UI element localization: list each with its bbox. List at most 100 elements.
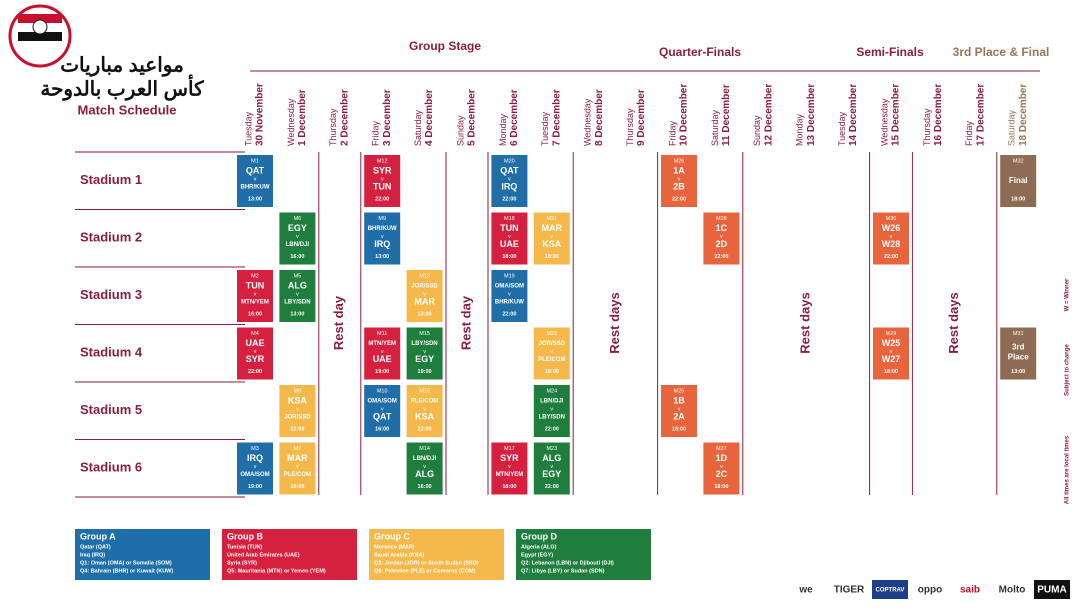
- versus: v: [678, 406, 681, 412]
- logo-stripe: [18, 32, 62, 41]
- date-label: Thursday 16 December: [922, 84, 944, 146]
- sponsor: PUMA: [1037, 585, 1066, 596]
- group-team: Algeria (ALG): [521, 544, 557, 550]
- team: EGY: [288, 223, 307, 233]
- weekday: Sunday: [752, 115, 762, 146]
- weekday: Saturday: [710, 109, 720, 146]
- team: MTN/YEM: [241, 300, 269, 306]
- match-time: 18:00: [502, 254, 516, 260]
- sponsor-box: [872, 580, 908, 599]
- weekday: Tuesday: [837, 111, 847, 146]
- match-no: M20: [504, 158, 515, 164]
- match-box: [406, 385, 443, 437]
- stadium-label: Stadium 6: [80, 460, 142, 475]
- team: ALG: [415, 469, 434, 479]
- team: W25: [882, 338, 901, 348]
- group-team: Q5: Mauritania (MTN) or Yemen (YEM): [227, 568, 326, 574]
- team: ALG: [288, 280, 307, 290]
- versus: v: [550, 464, 553, 470]
- match-box: [661, 385, 697, 437]
- logo: [8, 4, 72, 68]
- weekday: Tuesday: [540, 111, 550, 146]
- date-label: Wednesday 1 December: [286, 89, 308, 146]
- match-box: [406, 270, 443, 322]
- match-time: 18:00: [1011, 196, 1025, 202]
- title: كأس العرب بالدوحة: [40, 74, 204, 101]
- group-team: Q7: Libya (LBY) or Sudan (SDN): [521, 568, 605, 574]
- team: W27: [882, 354, 901, 364]
- date-label: Monday 6 December: [498, 89, 520, 146]
- team: LBY/SDN: [411, 341, 437, 347]
- group-name: Group B: [227, 531, 263, 541]
- match-time: 13:00: [375, 254, 389, 260]
- match-no: M23: [546, 446, 557, 452]
- team: LBY/SDN: [539, 415, 565, 421]
- versus: v: [296, 464, 299, 470]
- match-time: 13:00: [290, 311, 304, 317]
- weekday: Tuesday: [243, 111, 253, 146]
- note: W = Winner: [1065, 278, 1071, 311]
- versus: v: [508, 291, 511, 297]
- date-label: Friday 3 December: [371, 89, 393, 146]
- versus: v: [296, 234, 299, 240]
- team: W28: [882, 239, 901, 249]
- stadium-label: Stadium 3: [80, 287, 142, 302]
- match-box: [237, 155, 273, 207]
- group-name: Group C: [374, 531, 410, 541]
- match-time: 19:00: [375, 369, 389, 375]
- match-time: 18:00: [502, 484, 516, 490]
- match-box: [364, 385, 401, 437]
- match-no: M15: [419, 331, 430, 337]
- logo-stripe: [18, 14, 62, 23]
- versus: v: [381, 406, 384, 412]
- stage-title: Semi-Finals: [856, 45, 924, 59]
- match-box: [237, 442, 273, 495]
- team: BHR/KUW: [368, 226, 397, 232]
- match-box: [279, 385, 316, 437]
- match-box: [364, 155, 401, 207]
- match-box: [491, 442, 528, 495]
- team: JOR/SSD: [411, 284, 438, 290]
- date-label: Wednesday 8 December: [583, 89, 605, 146]
- match-no: M8: [294, 388, 302, 394]
- match-time: 13:00: [418, 311, 432, 317]
- match-box: [873, 212, 909, 265]
- match: M32 Final 18:00: [1000, 155, 1037, 207]
- versus: v: [720, 234, 723, 240]
- date: 1 December: [297, 89, 308, 146]
- team: 2B: [673, 181, 685, 191]
- team: 1C: [716, 223, 728, 233]
- date-label: Thursday 9 December: [625, 89, 647, 146]
- team: EGY: [415, 354, 434, 364]
- date: 13 December: [806, 84, 817, 146]
- date: 30 November: [255, 83, 266, 146]
- date-label: Saturday 11 December: [710, 84, 732, 146]
- match-time: 16:00: [418, 484, 432, 490]
- stadium-label: Stadium 5: [80, 402, 142, 417]
- weekday: Wednesday: [879, 98, 889, 146]
- versus: v: [890, 234, 893, 240]
- match-time: 22:00: [714, 254, 728, 260]
- match-time: 16:00: [375, 426, 389, 432]
- match-no: M10: [377, 388, 388, 394]
- stadium-label: Stadium 2: [80, 230, 142, 245]
- match-label: Final: [1009, 176, 1028, 185]
- team: LBN/DJI: [540, 399, 564, 405]
- stadium-label: Stadium 4: [80, 345, 143, 360]
- subtitle: Match Schedule: [78, 102, 177, 117]
- date: 2 December: [339, 89, 350, 146]
- match-time: 22:00: [248, 369, 262, 375]
- weekday: Friday: [964, 120, 974, 146]
- date: 10 December: [679, 84, 690, 146]
- match-no: M28: [716, 216, 727, 222]
